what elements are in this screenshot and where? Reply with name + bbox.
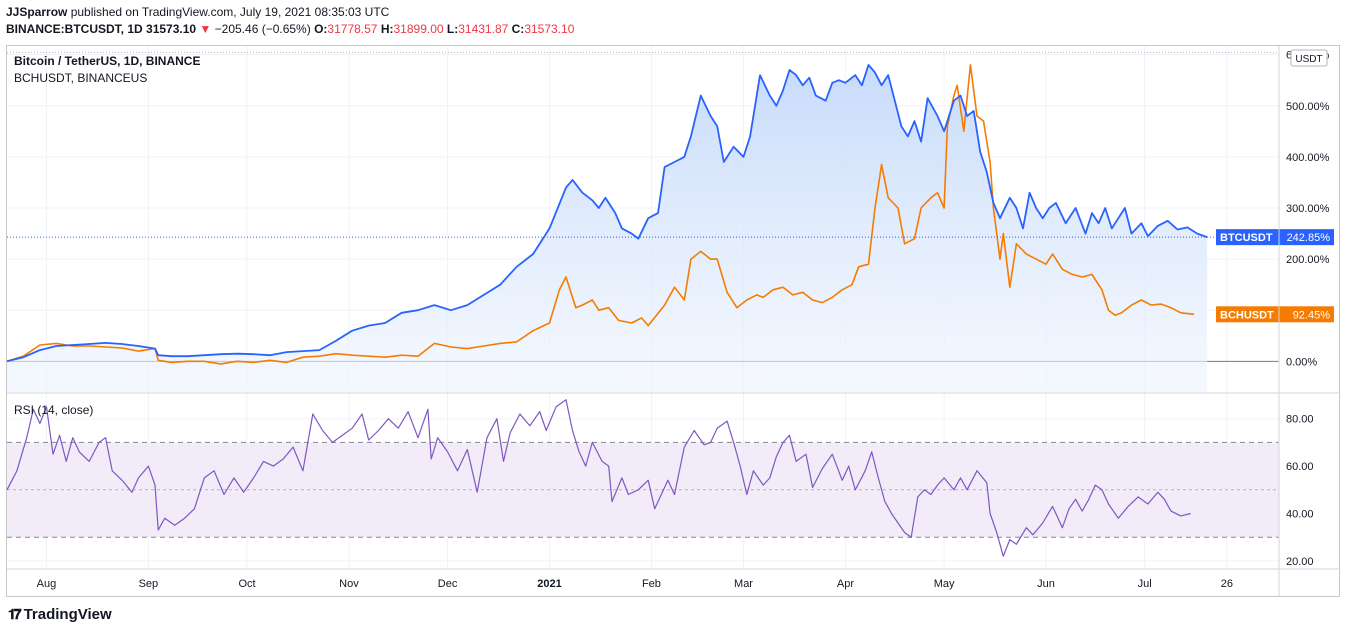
time-axis-tick-label: Oct [238,578,255,590]
tradingview-logo-text: TradingView [23,606,112,623]
time-axis-tick-label: Apr [837,578,854,590]
time-axis-tick-label: Mar [734,578,753,590]
last-price: 31573.10 [146,22,197,36]
compare-symbol-title: BCHUSDT, BINANCEUS [14,71,147,85]
low-value: 31431.87 [458,22,509,36]
price-axis-tick-label: 0.00% [1286,356,1317,368]
rsi-series-line [6,399,1191,557]
close-value: 31573.10 [524,22,575,36]
time-axis-tick-label: Dec [438,578,458,590]
author-name[interactable]: JJSparrow [6,5,68,19]
high-value: 31899.00 [393,22,444,36]
btc-area-fill [7,64,1208,393]
price-axis-tick-label: 500.00% [1286,101,1330,113]
time-axis-tick-label: 2021 [537,578,561,590]
time-axis-tick-label: Jul [1138,578,1152,590]
time-axis-tick-label: May [934,578,955,590]
bch-last-value-tag-value: 92.45% [1293,309,1331,321]
publish-info: JJSparrow published on TradingView.com, … [6,5,389,19]
open-value: 31778.57 [327,22,378,36]
btc-last-value-tag [1216,229,1334,246]
bch-last-value-tag [1216,306,1334,323]
price-axis-tick-label: 200.00% [1286,254,1330,266]
btc-last-value-tag-name: BTCUSDT [1220,232,1273,244]
symbol-ohlc-line: BINANCE:BTCUSDT, 1D 31573.10 ▼ −205.46 (… [6,22,574,36]
time-axis-tick-label: Jun [1037,578,1055,590]
tradingview-logo-icon: 𝟏𝟕 [8,606,22,622]
bch-last-value-tag-name: BCHUSDT [1220,309,1274,321]
time-axis-tick-label: Feb [642,578,661,590]
close-label: C: [511,22,525,36]
down-arrow-icon: ▼ [199,22,212,36]
rsi-axis-tick-label: 20.00 [1286,556,1314,568]
rsi-axis-tick-label: 80.00 [1286,414,1314,426]
open-label: O: [314,22,328,36]
symbol-name: BINANCE:BTCUSDT, 1D [6,22,143,36]
price-axis-tick-label: 400.00% [1286,152,1330,164]
currency-badge[interactable] [1290,49,1328,67]
price-axis-tick-label: 300.00% [1286,203,1330,215]
time-axis-tick-label: Nov [339,578,359,590]
published-text: published on TradingView.com, July 19, 2… [70,5,390,19]
currency-badge-label: USDT [1295,54,1322,65]
time-axis-tick-label: Sep [139,578,159,590]
price-change: −205.46 (−0.65%) [214,22,311,36]
btc-last-value-tag-value: 242.85% [1287,232,1331,244]
main-pane-title: Bitcoin / TetherUS, 1D, BINANCE [14,54,200,68]
btc-series-line [6,64,1208,363]
rsi-pane-title: RSI (14, close) [14,403,93,417]
rsi-axis-tick-label: 40.00 [1286,508,1314,520]
rsi-axis-tick-label: 60.00 [1286,461,1314,473]
low-label: L: [446,22,459,36]
time-axis-tick-label: Aug [37,578,57,590]
time-axis-tick-label: 26 [1221,578,1233,590]
chart-frame [6,45,1340,597]
high-label: H: [380,22,394,36]
tradingview-footer[interactable]: 𝟏𝟕 TradingView [8,606,112,623]
bch-series-line [6,64,1195,365]
